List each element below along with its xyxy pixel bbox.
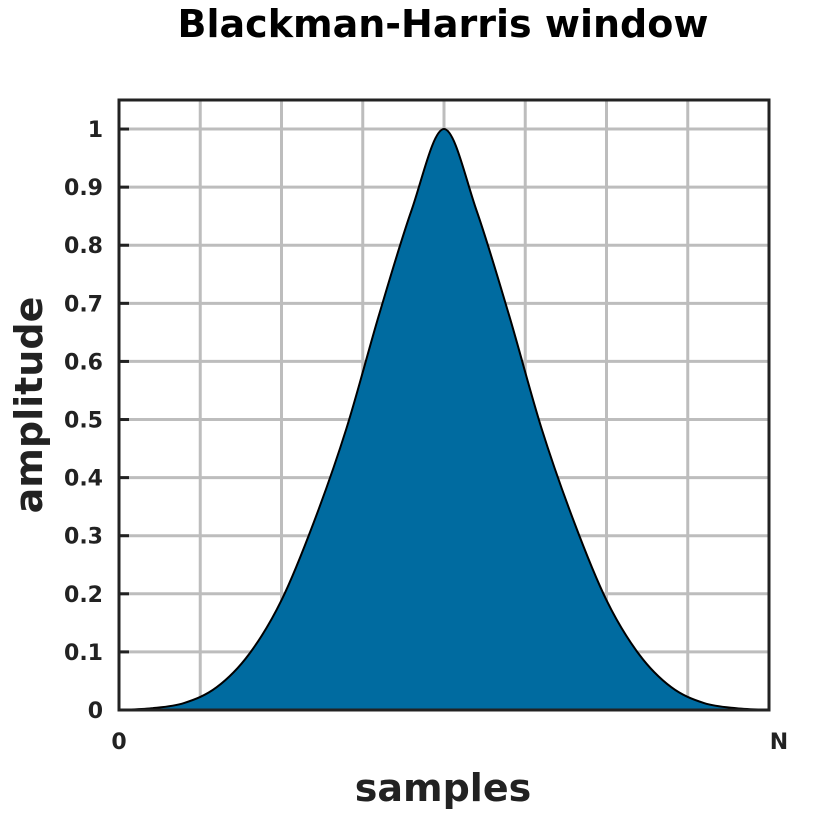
x-tick-label: 0	[111, 730, 126, 755]
window-curve	[118, 128, 770, 711]
chart-title: Blackman-Harris window	[178, 2, 709, 46]
y-axis-label: amplitude	[7, 297, 51, 514]
y-tick-label: 0.7	[64, 292, 103, 317]
y-tick-label: 1	[88, 118, 103, 143]
y-tick-label: 0.9	[64, 176, 103, 201]
y-tick-label: 0.2	[64, 583, 103, 608]
y-tick-label: 0.5	[64, 409, 103, 434]
x-tick-label: N	[770, 730, 788, 755]
x-axis-label: samples	[355, 766, 531, 810]
y-tick-label: 0.6	[64, 350, 103, 375]
y-axis-ticks: 0 0.1 0.2 0.3 0.4 0.5 0.6 0.7 0.8 0.9 1	[64, 118, 129, 724]
y-tick-label: 0.1	[64, 641, 103, 666]
y-tick-label: 0.4	[64, 467, 103, 492]
window-area	[119, 129, 769, 711]
y-tick-label: 0	[88, 699, 103, 724]
y-tick-label: 0.8	[64, 234, 103, 259]
y-tick-label: 0.3	[64, 525, 103, 550]
plot-frame	[117, 98, 771, 712]
